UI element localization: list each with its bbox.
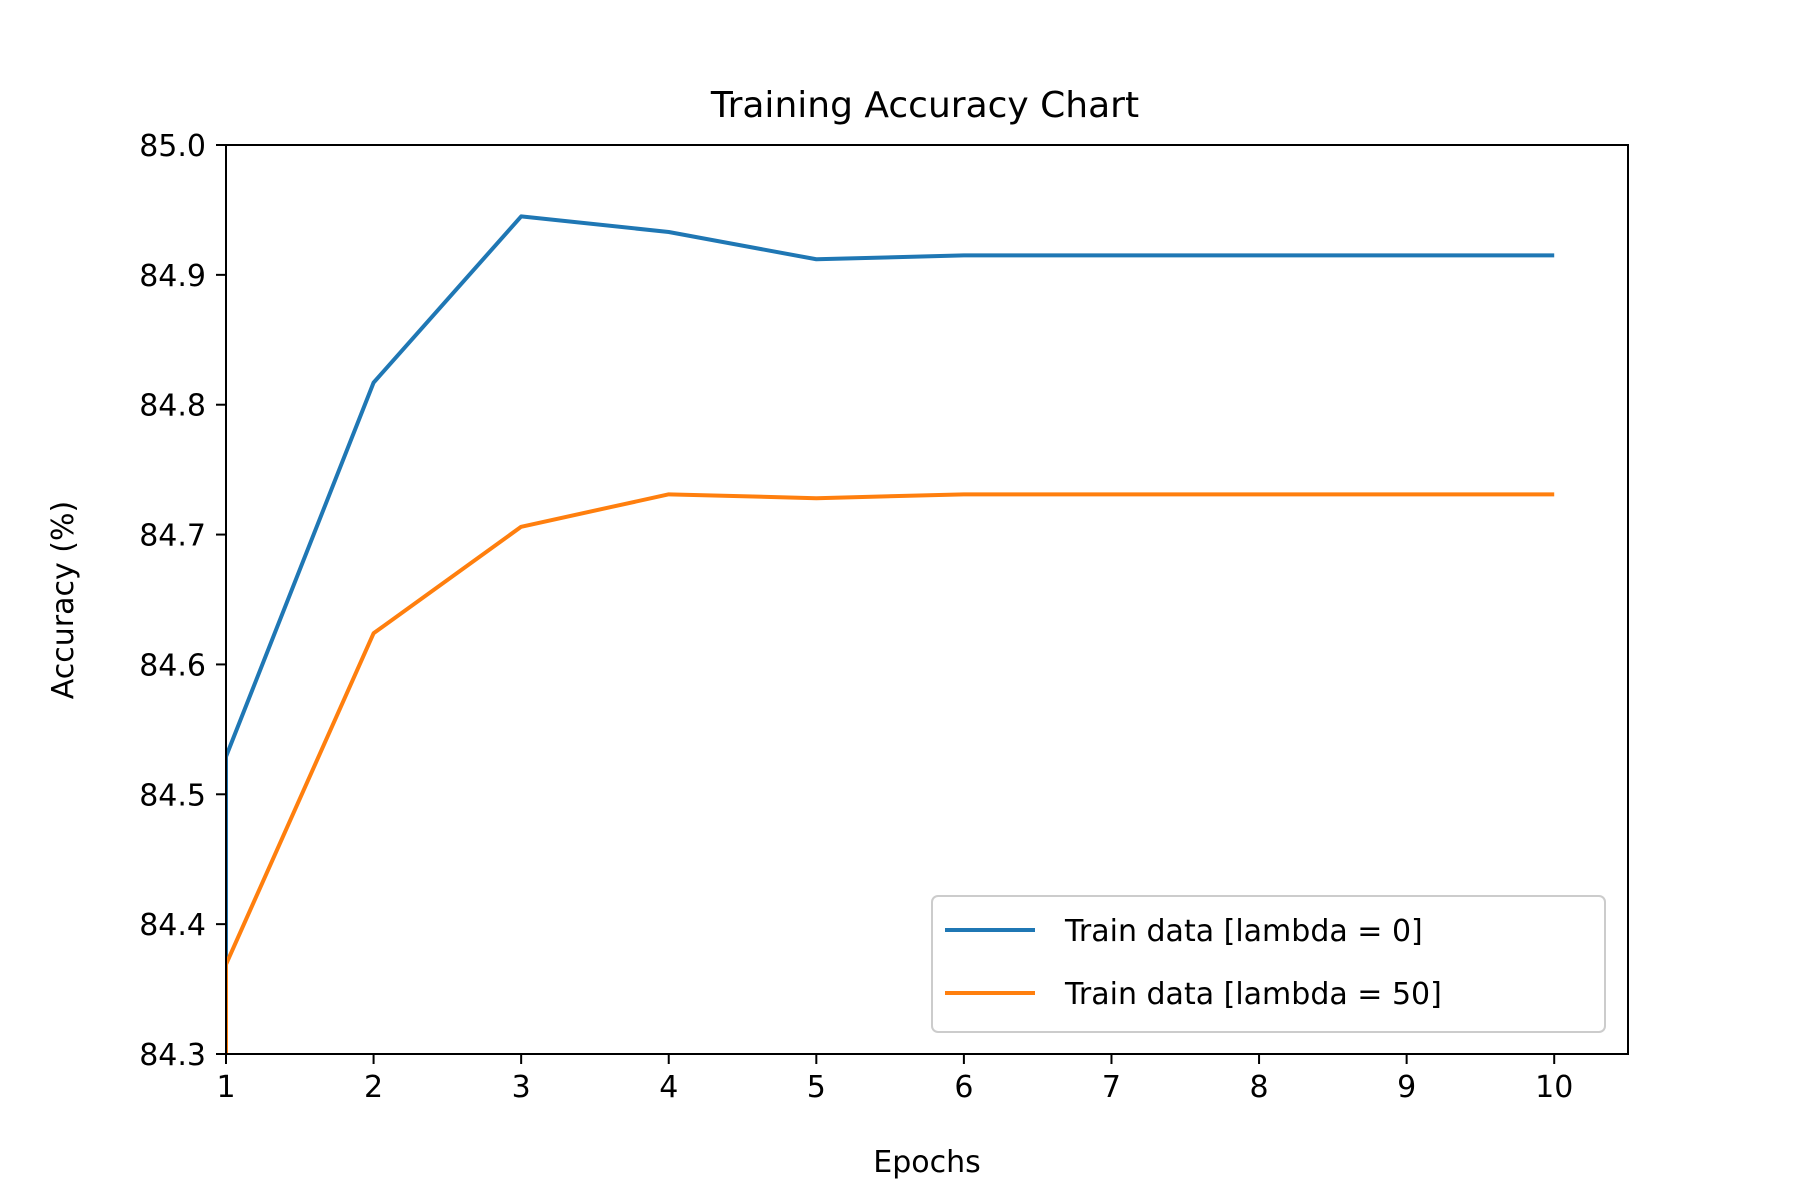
series-line-lambda-50 (226, 492, 1555, 1054)
y-tick-label: 84.4 (139, 908, 206, 943)
y-tick-label: 85.0 (139, 129, 206, 164)
x-tick-label: 1 (216, 1070, 235, 1105)
y-tick-label: 84.9 (139, 259, 206, 294)
y-tick-label: 84.5 (139, 778, 206, 813)
x-tick-label: 5 (807, 1070, 826, 1105)
y-tick-label: 84.3 (139, 1038, 206, 1073)
x-tick-label: 7 (1102, 1070, 1121, 1105)
x-tick-label: 10 (1535, 1070, 1573, 1105)
y-tick-label: 84.6 (139, 648, 206, 683)
plot-area (226, 214, 1555, 1054)
chart-title: Training Accuracy Chart (710, 85, 1139, 126)
series-line-lambda-0 (226, 214, 1555, 1054)
legend: Train data [lambda = 0] Train data [lamb… (931, 895, 1606, 1033)
legend-label-lambda-0: Train data [lambda = 0] (1064, 914, 1423, 949)
y-tick-label: 84.8 (139, 389, 206, 424)
y-tick-label: 84.7 (139, 519, 206, 554)
x-axis-title: Epochs (873, 1145, 981, 1180)
x-tick-label: 6 (954, 1070, 973, 1105)
x-tick-label: 3 (512, 1070, 531, 1105)
x-tick-label: 2 (364, 1070, 383, 1105)
legend-label-lambda-50: Train data [lambda = 50] (1064, 977, 1442, 1012)
x-tick-label: 9 (1397, 1070, 1416, 1105)
y-axis: 84.3 84.4 84.5 84.6 84.7 84.8 84.9 85.0 (139, 129, 226, 1073)
y-axis-title: Accuracy (%) (46, 501, 81, 699)
x-axis: 1 2 3 4 5 6 7 8 9 10 (216, 1054, 1573, 1105)
plot-frame (225, 144, 1629, 1055)
x-tick-label: 4 (659, 1070, 678, 1105)
legend-box (931, 895, 1606, 1033)
x-tick-label: 8 (1250, 1070, 1269, 1105)
